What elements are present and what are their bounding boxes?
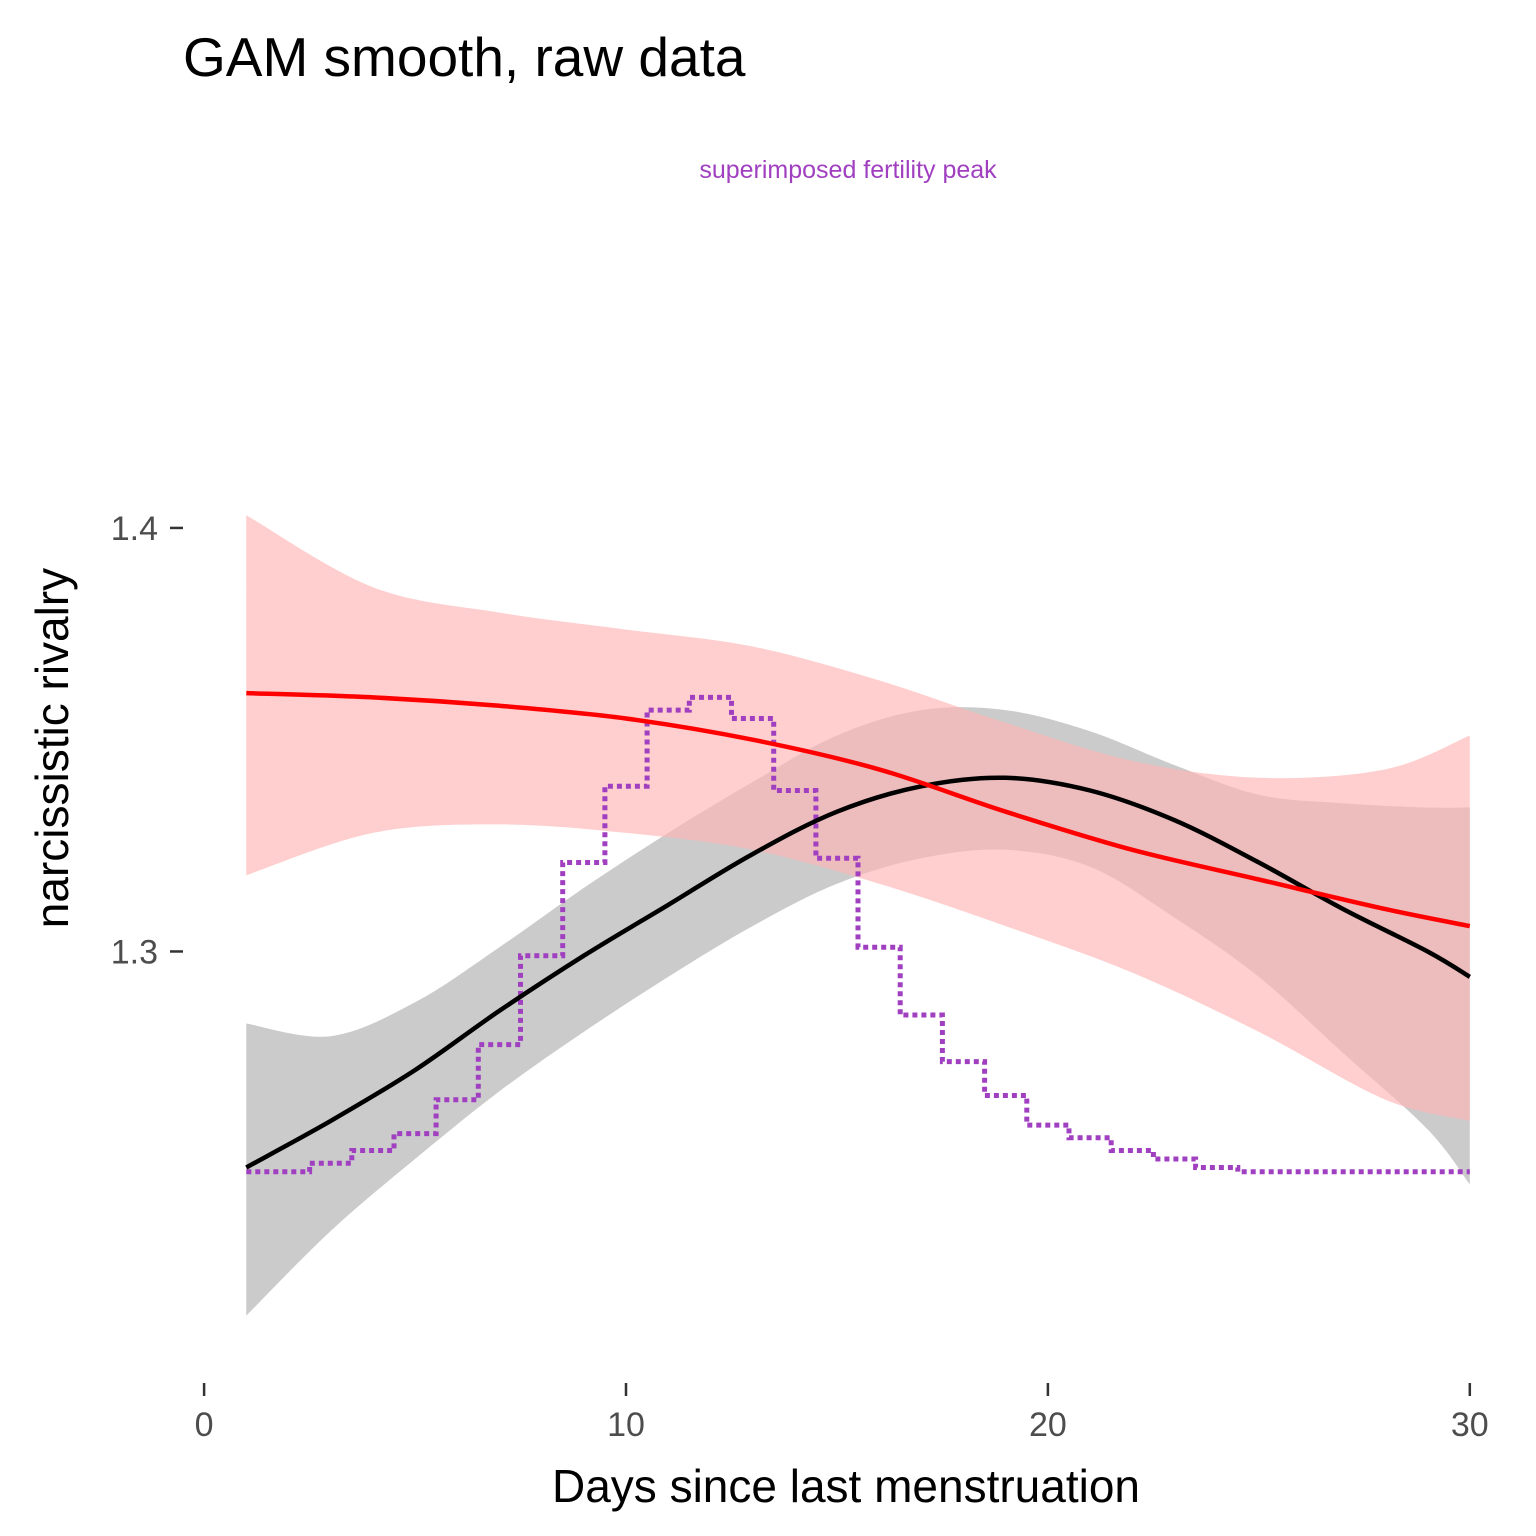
x-tick-label: 0: [195, 1406, 214, 1444]
chart-title: GAM smooth, raw data: [183, 26, 746, 88]
x-tick-label: 20: [1029, 1406, 1067, 1444]
confidence-bands: [246, 515, 1470, 1316]
red-smooth-line: [246, 690, 1471, 929]
red-confidence-band: [246, 515, 1470, 1121]
y-axis-title: narcissistic rivalry: [26, 568, 78, 928]
y-tick-label: 1.4: [111, 510, 158, 548]
y-tick-label: 1.3: [111, 933, 158, 971]
x-tick-label: 30: [1451, 1406, 1489, 1444]
x-axis: 0 10 20 30: [195, 1383, 1489, 1444]
fertility-annotation: superimposed fertility peak: [699, 156, 997, 184]
smooth-lines: [245, 690, 1471, 1175]
x-axis-title: Days since last menstruation: [552, 1460, 1140, 1512]
fertility-step-line: [246, 694, 1470, 1175]
y-axis: 1.3 1.4: [111, 510, 183, 971]
black-smooth-line: [245, 775, 1471, 1170]
x-tick-label: 10: [607, 1406, 645, 1444]
